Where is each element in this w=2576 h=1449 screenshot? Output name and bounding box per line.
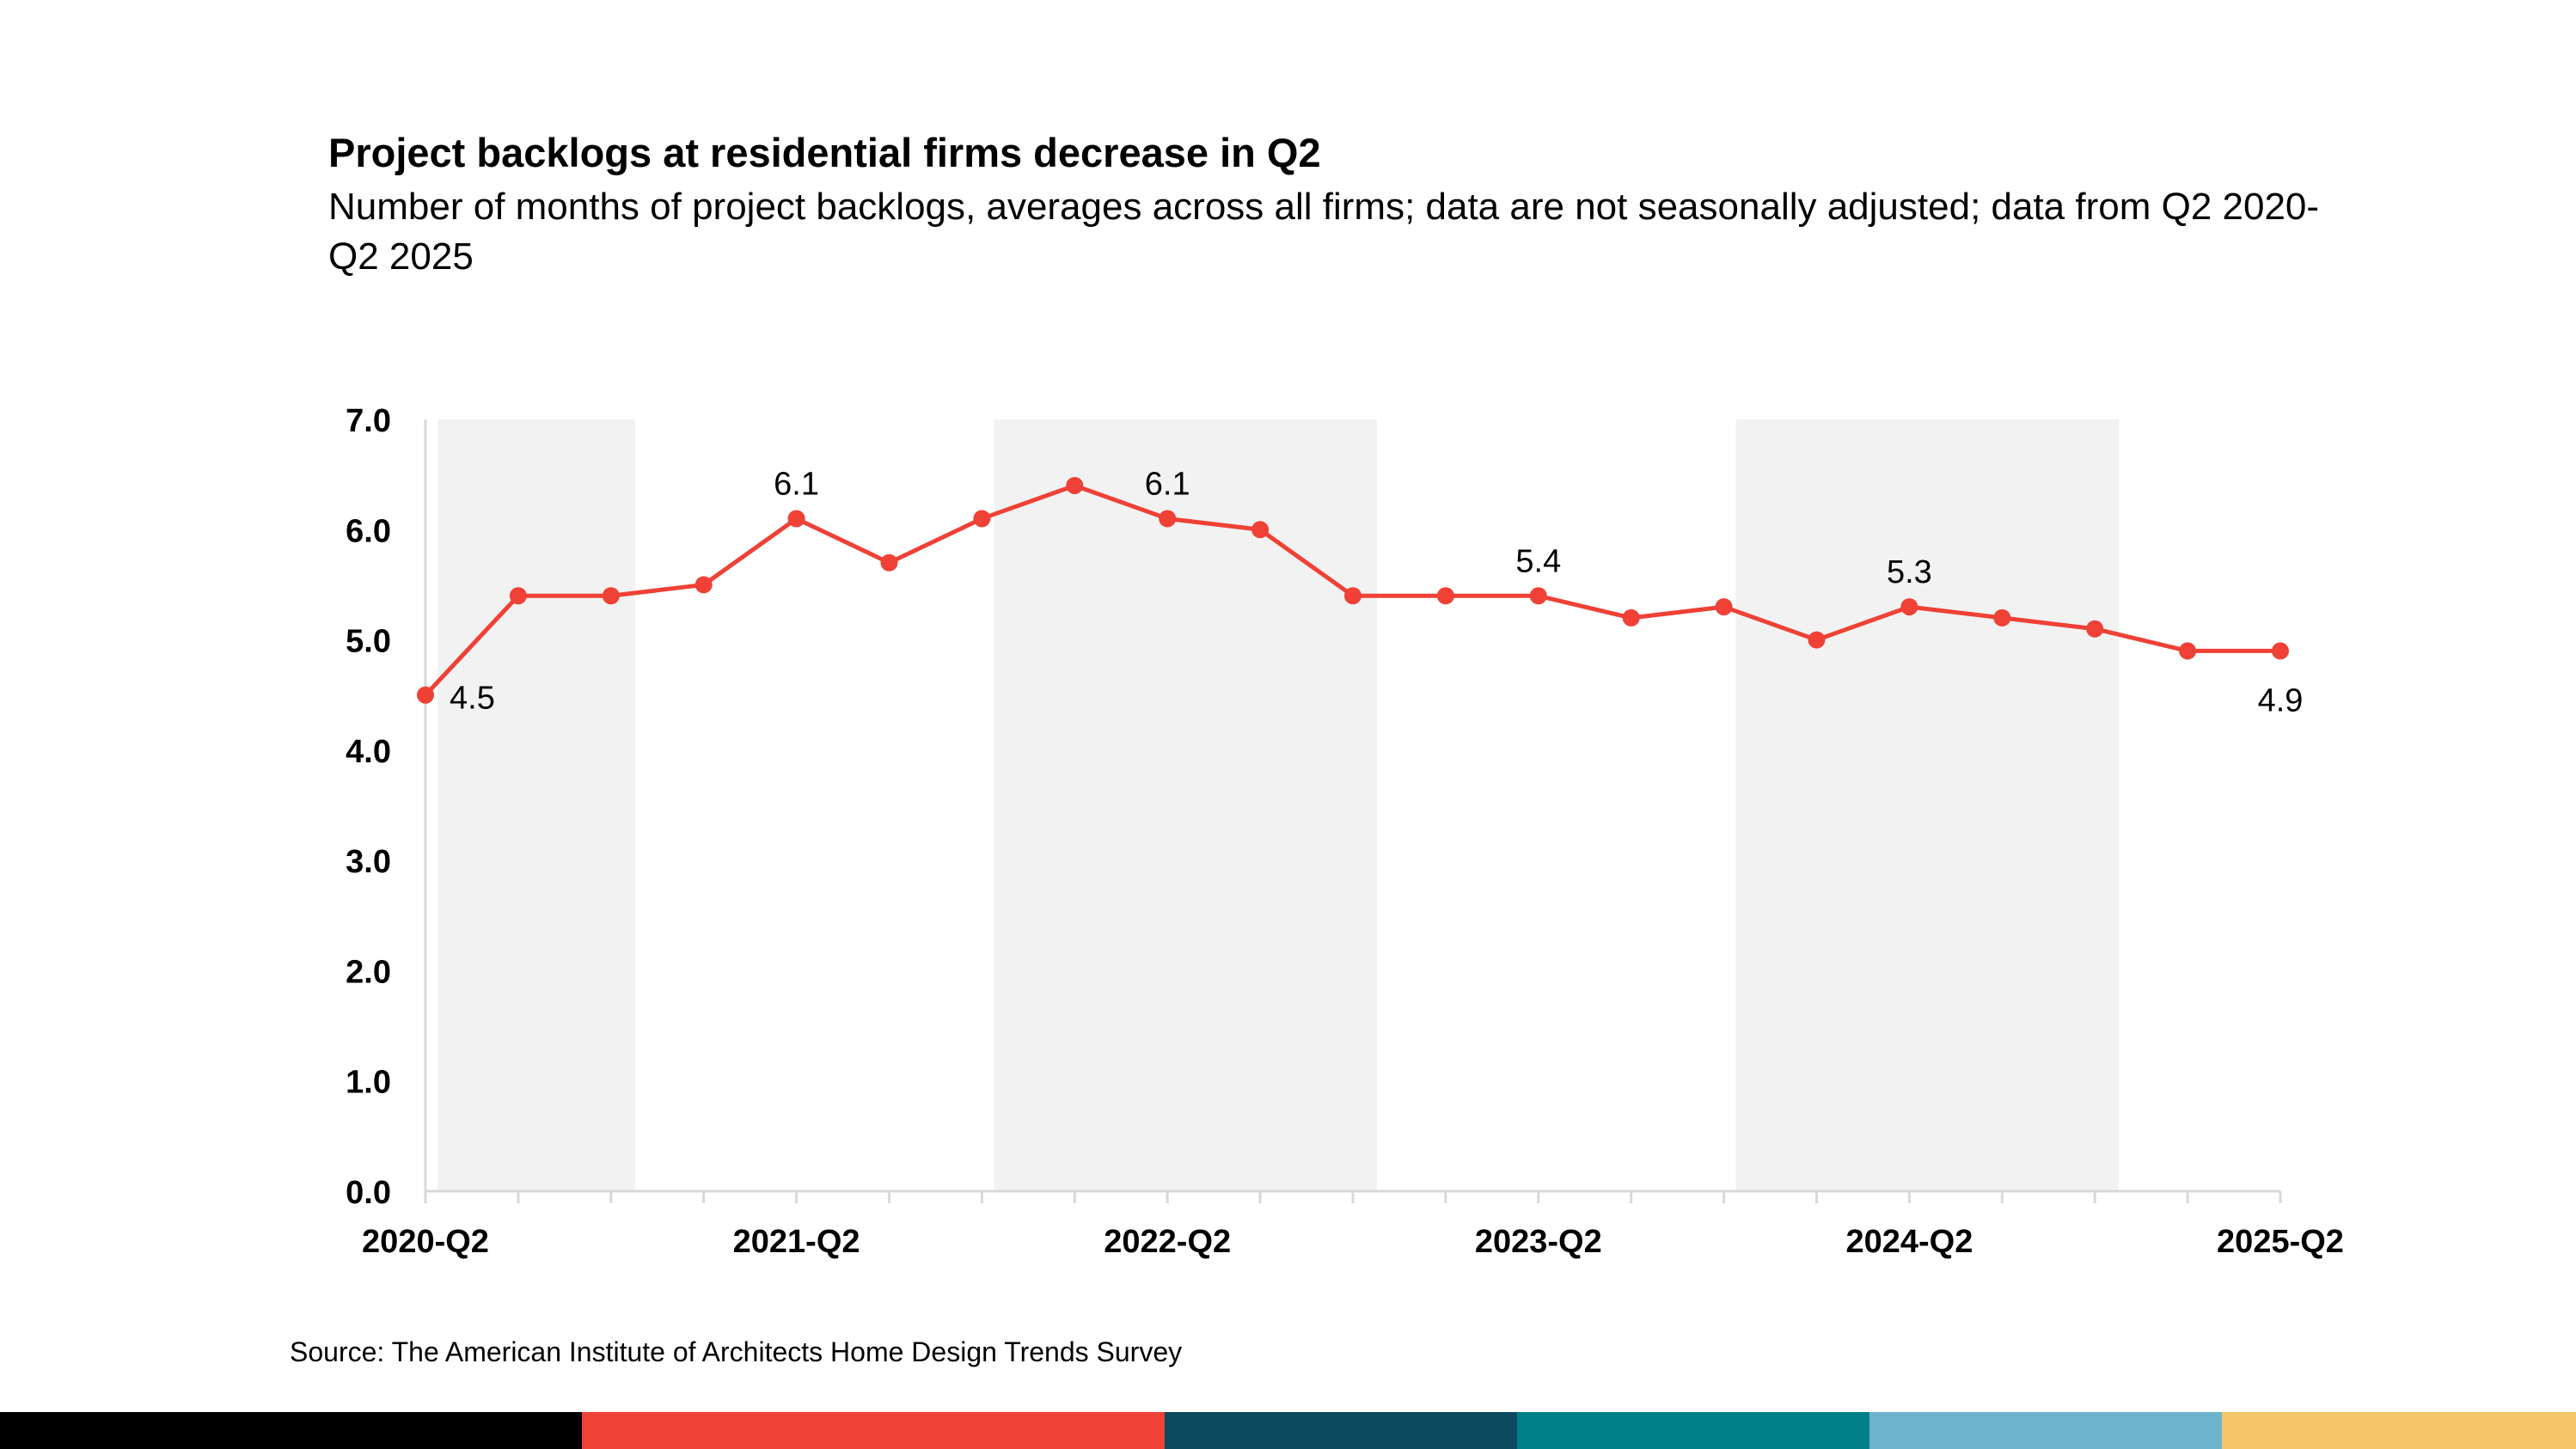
data-point [880, 553, 898, 572]
x-tick-label: 2025-Q2 [2217, 1224, 2344, 1260]
data-point [1529, 587, 1547, 605]
data-point [973, 510, 991, 528]
data-point [602, 587, 620, 605]
x-tick-label: 2024-Q2 [1845, 1224, 1973, 1260]
y-tick-label: 0.0 [346, 1175, 391, 1211]
data-label: 6.1 [774, 466, 819, 502]
shaded-bands [437, 419, 2120, 1191]
data-point [2272, 642, 2289, 660]
brand-bar-segment [1869, 1412, 2222, 1449]
data-point [1900, 598, 1918, 616]
data-point [2086, 620, 2104, 638]
y-tick-label: 1.0 [346, 1065, 391, 1101]
data-point [1808, 631, 1826, 649]
x-tick-label: 2022-Q2 [1104, 1224, 1231, 1260]
shaded-band-2 [994, 419, 1377, 1191]
data-point [1344, 587, 1361, 605]
x-tick-label: 2021-Q2 [733, 1224, 860, 1260]
data-point [1993, 608, 2011, 627]
data-point [417, 686, 434, 704]
data-point [509, 587, 527, 605]
y-tick-label: 6.0 [346, 513, 391, 549]
source-note: Source: The American Institute of Archit… [290, 1336, 1183, 1367]
data-labels: 4.5 6.1 6.1 5.4 5.3 4.9 [450, 466, 2303, 718]
data-point [1622, 608, 1640, 627]
data-label: 4.9 [2258, 682, 2304, 718]
data-label: 6.1 [1145, 466, 1190, 502]
brand-bar-segment [2222, 1412, 2576, 1449]
brand-color-bar [0, 1412, 2576, 1449]
data-point [694, 576, 713, 594]
brand-bar-segment [582, 1412, 1165, 1449]
series-points [417, 476, 2289, 704]
y-tick-label: 7.0 [346, 403, 391, 439]
brand-bar-segment [1517, 1412, 1869, 1449]
brand-bar-segment [1165, 1412, 1517, 1449]
data-point [2179, 642, 2197, 660]
shaded-band-3 [1735, 419, 2120, 1191]
data-label: 5.4 [1515, 543, 1561, 579]
y-tick-label: 5.0 [346, 624, 391, 660]
data-point [1251, 521, 1270, 539]
data-point [1066, 476, 1084, 494]
brand-bar-segment [0, 1412, 582, 1449]
x-tick-label: 2023-Q2 [1475, 1224, 1602, 1260]
shaded-band-1 [437, 419, 635, 1191]
data-label: 5.3 [1887, 554, 1932, 590]
y-tick-label: 2.0 [346, 954, 391, 990]
chart-axes: 0.0 1.0 2.0 3.0 4.0 5.0 6.0 7.0 2020-Q2 2021-Q2 20… [346, 403, 2344, 1260]
y-tick-label: 4.0 [346, 734, 391, 770]
chart-subtitle: Number of months of project backlogs, av… [328, 186, 2320, 278]
data-point [1436, 587, 1454, 605]
data-point [1159, 510, 1177, 528]
y-tick-label: 3.0 [346, 844, 391, 880]
chart-title: Project backlogs at residential firms de… [328, 130, 1321, 175]
x-tick-label: 2020-Q2 [362, 1224, 489, 1260]
data-point [787, 510, 805, 528]
data-point [1715, 598, 1733, 616]
data-label: 4.5 [450, 681, 495, 717]
